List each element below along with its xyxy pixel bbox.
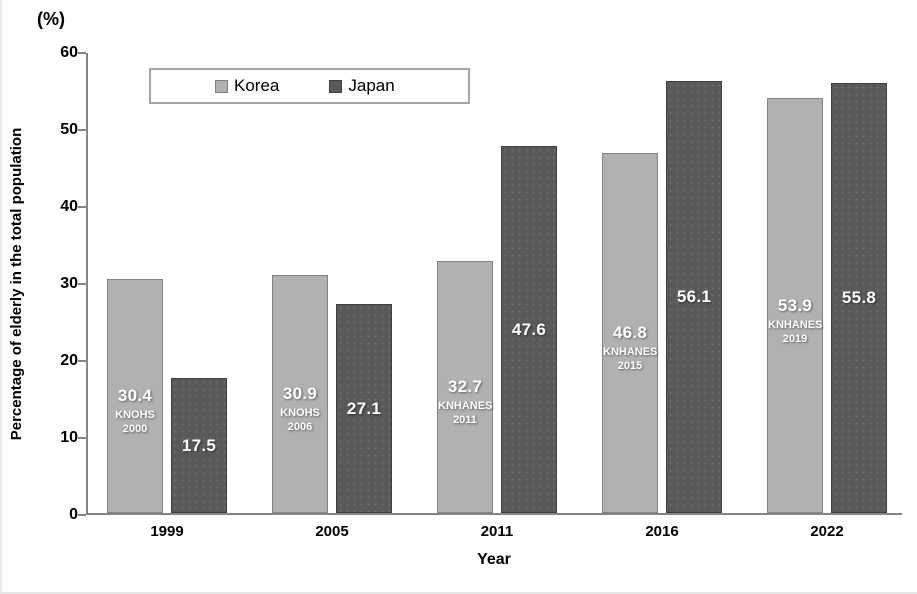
x-tick-label-1999: 1999: [150, 523, 184, 540]
y-tick-mark: [78, 283, 86, 285]
legend-item-korea: Korea: [215, 76, 279, 96]
japan-swatch-icon: [329, 79, 343, 93]
bar-label-wrap: 30.4 KNOHS 2000: [108, 385, 162, 436]
y-tick-label: 0: [69, 506, 78, 523]
bar-korea-1999: 30.4 KNOHS 2000: [107, 279, 163, 513]
bar-japan-2011: 47.6: [501, 146, 557, 513]
legend: Korea Japan: [149, 68, 470, 104]
y-tick-label: 20: [60, 352, 78, 369]
bar-value-label: 30.4: [117, 386, 153, 405]
bar-korea-2022: 53.9 KNHANES 2019: [767, 98, 823, 513]
y-tick-mark: [78, 514, 86, 516]
y-axis-title: Percentage of elderly in the total popul…: [8, 127, 25, 441]
bar-label-wrap: 32.7 KNHANES 2011: [438, 376, 492, 427]
bar-source-label: KNHANES 2011: [438, 400, 493, 426]
bar-korea-2005: 30.9 KNOHS 2006: [272, 275, 328, 513]
bar-label-wrap: 56.1: [667, 286, 721, 308]
bar-value-label: 55.8: [841, 288, 877, 307]
x-tick-label-2016: 2016: [645, 523, 679, 540]
y-tick-mark: [78, 206, 86, 208]
bar-source-label: KNOHS 2000: [115, 409, 155, 435]
y-tick-mark: [78, 52, 86, 54]
bar-japan-2022: 55.8: [831, 83, 887, 513]
bar-japan-2016: 56.1: [666, 81, 722, 513]
bar-value-label: 56.1: [676, 287, 712, 306]
bar-value-label: 47.6: [511, 319, 547, 339]
legend-label-korea: Korea: [234, 76, 280, 95]
bar-label-wrap: 17.5: [172, 435, 226, 457]
bar-value-label: 27.1: [346, 398, 382, 418]
bar-korea-2016: 46.8 KNHANES 2015: [602, 153, 658, 513]
y-tick-label: 30: [60, 275, 78, 292]
legend-item-japan: Japan: [329, 76, 395, 96]
bar-value-label: 53.9: [777, 295, 813, 315]
legend-label-japan: Japan: [348, 76, 395, 95]
bar-label-wrap: 46.8 KNHANES 2015: [603, 322, 657, 373]
bar-value-label: 30.9: [282, 384, 318, 403]
bar-source-label: KNOHS 2006: [280, 407, 320, 433]
y-tick-label: 10: [60, 429, 78, 446]
bar-value-label: 32.7: [447, 377, 483, 396]
x-axis-title: Year: [477, 551, 511, 568]
bar-value-label: 46.8: [612, 323, 648, 342]
bar-value-label: 17.5: [181, 435, 217, 455]
bar-japan-1999: 17.5: [171, 378, 227, 513]
y-tick-mark: [78, 360, 86, 362]
bar-source-label: KNHANES 2019: [768, 318, 823, 345]
x-tick-label-2011: 2011: [480, 523, 514, 540]
bar-label-wrap: 55.8: [832, 287, 886, 309]
y-tick-mark: [78, 437, 86, 439]
bar-japan-2005: 27.1: [336, 304, 392, 513]
bar-label-wrap: 47.6: [502, 319, 556, 341]
y-tick-label: 60: [60, 44, 78, 61]
bar-label-wrap: 53.9 KNHANES 2019: [768, 295, 822, 346]
x-tick-label-2005: 2005: [315, 523, 349, 540]
y-tick-mark: [78, 129, 86, 131]
plot-area: 60 50 40 30 20 10 0 30.4 KNOHS 2000 17.5 1999 30.9 K…: [60, 44, 902, 540]
x-tick-label-2022: 2022: [810, 523, 844, 540]
y-tick-label: 50: [60, 121, 78, 138]
bar-korea-2011: 32.7 KNHANES 2011: [437, 261, 493, 513]
korea-swatch-icon: [215, 79, 228, 93]
bar-label-wrap: 27.1: [337, 398, 391, 420]
y-tick-label: 40: [60, 198, 78, 215]
y-axis-unit-label: (%): [37, 9, 65, 29]
bar-source-label: KNHANES 2015: [603, 346, 658, 372]
bar-label-wrap: 30.9 KNOHS 2006: [273, 383, 327, 434]
